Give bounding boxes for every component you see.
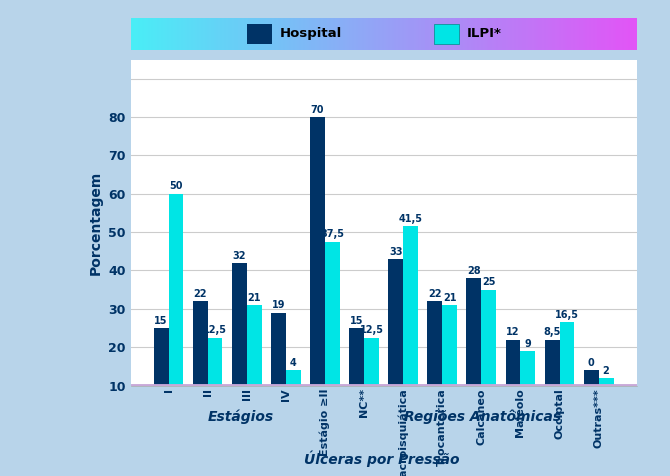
Text: 33: 33	[389, 247, 403, 257]
Bar	[271, 313, 286, 386]
Text: 22: 22	[428, 289, 442, 299]
Bar	[286, 370, 301, 386]
Text: 0: 0	[588, 358, 594, 368]
Y-axis label: Porcentagem: Porcentagem	[88, 170, 103, 275]
Text: 15: 15	[154, 316, 168, 326]
Bar	[403, 227, 418, 386]
Text: ILPI*: ILPI*	[467, 27, 502, 40]
Text: 12,5: 12,5	[203, 325, 227, 335]
Bar	[153, 328, 168, 386]
Bar	[247, 24, 272, 44]
Text: Estágios: Estágios	[208, 410, 274, 424]
Text: Hospital: Hospital	[280, 27, 342, 40]
Text: Regiões Anatômicas: Regiões Anatômicas	[404, 410, 561, 424]
Bar	[584, 370, 599, 386]
Bar	[442, 305, 457, 386]
Bar	[168, 194, 184, 386]
Bar	[389, 259, 403, 386]
Bar	[481, 290, 496, 386]
Text: Úlceras por Pressão: Úlceras por Pressão	[304, 451, 460, 467]
Bar	[521, 351, 535, 386]
Text: 4: 4	[290, 358, 297, 368]
Text: 37,5: 37,5	[320, 229, 344, 239]
Bar	[232, 263, 247, 386]
Bar	[247, 305, 261, 386]
Bar	[434, 24, 460, 44]
Text: 2: 2	[603, 366, 610, 376]
Text: 21: 21	[247, 293, 261, 303]
Bar	[364, 337, 379, 386]
Bar	[193, 301, 208, 386]
Bar	[506, 339, 521, 386]
Bar	[427, 301, 442, 386]
Bar	[466, 278, 481, 386]
Bar	[208, 337, 222, 386]
Text: 8,5: 8,5	[543, 327, 561, 337]
Bar	[599, 378, 614, 386]
Text: 12: 12	[507, 327, 520, 337]
Text: 21: 21	[443, 293, 456, 303]
Text: 32: 32	[232, 250, 246, 260]
Text: 70: 70	[311, 105, 324, 115]
Bar	[559, 322, 574, 386]
Text: 12,5: 12,5	[359, 325, 383, 335]
Text: 9: 9	[525, 339, 531, 349]
Text: 41,5: 41,5	[399, 214, 423, 224]
Text: 50: 50	[170, 181, 183, 191]
Text: 19: 19	[271, 300, 285, 310]
Bar	[349, 328, 364, 386]
Bar	[310, 117, 325, 386]
Text: 15: 15	[350, 316, 363, 326]
Text: 16,5: 16,5	[555, 310, 579, 320]
Text: 25: 25	[482, 278, 496, 288]
Bar	[545, 339, 559, 386]
Text: 28: 28	[467, 266, 480, 276]
Text: 22: 22	[194, 289, 207, 299]
Bar	[325, 242, 340, 386]
